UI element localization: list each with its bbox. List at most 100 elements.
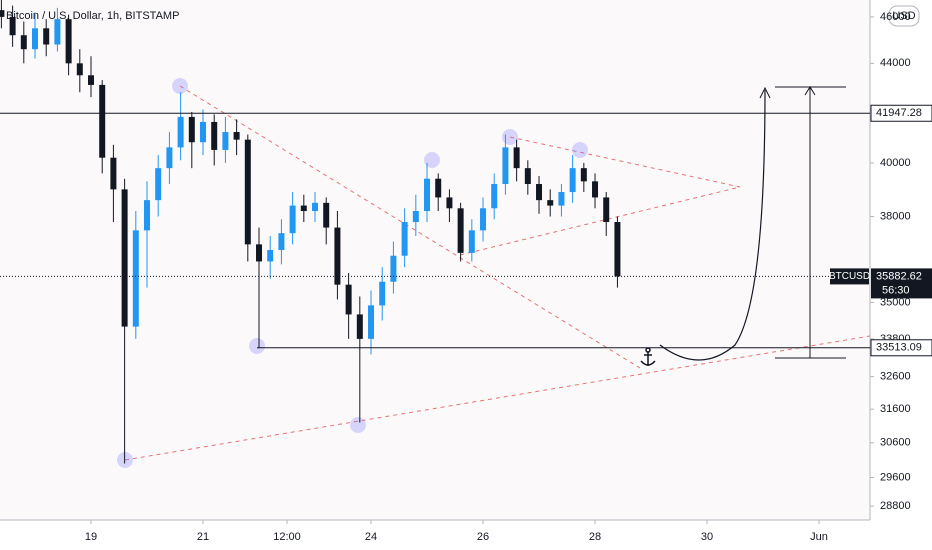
candle-body bbox=[491, 184, 498, 209]
candle-body bbox=[323, 202, 330, 228]
pivot bbox=[249, 338, 265, 354]
candle-body bbox=[188, 116, 195, 143]
level-label: 41947.28 bbox=[876, 107, 922, 119]
last-price-label: 35882.62 bbox=[876, 270, 922, 282]
candle-body bbox=[513, 147, 520, 169]
x-tick-label: 21 bbox=[197, 531, 209, 543]
candle-body bbox=[368, 305, 375, 339]
pivot-markers bbox=[117, 78, 588, 468]
candle-body bbox=[468, 230, 475, 253]
last-price-box bbox=[871, 268, 932, 299]
candle-body bbox=[256, 244, 263, 262]
pivot bbox=[572, 142, 588, 158]
chart-title: Bitcoin / U.S. Dollar, 1h, BITSTAMP bbox=[6, 10, 179, 22]
candle-body bbox=[99, 84, 106, 158]
y-tick-label: 28800 bbox=[880, 500, 911, 512]
x-tick-label: 12:00 bbox=[273, 531, 301, 543]
x-tick-label: 28 bbox=[589, 531, 601, 543]
candle-body bbox=[121, 189, 128, 327]
pivot bbox=[502, 129, 518, 145]
arrow-head bbox=[759, 86, 771, 99]
currency-label[interactable]: USD bbox=[892, 10, 915, 22]
pivot bbox=[172, 78, 188, 94]
candle-body bbox=[233, 132, 240, 140]
candle-body bbox=[502, 147, 509, 185]
candle-body bbox=[9, 16, 16, 36]
x-tick-label: 19 bbox=[85, 531, 97, 543]
candle-body bbox=[155, 168, 162, 201]
candle-body bbox=[312, 202, 319, 212]
candle-body bbox=[592, 181, 599, 198]
symbol-label: BTCUSD bbox=[829, 271, 870, 282]
candle-body bbox=[110, 157, 117, 190]
candle-body bbox=[54, 19, 61, 45]
level-label-box bbox=[870, 339, 932, 357]
candle-body bbox=[76, 63, 83, 76]
y-tick-label: 35000 bbox=[880, 296, 911, 308]
y-tick-label: 44000 bbox=[880, 57, 911, 69]
candle-body bbox=[211, 121, 218, 150]
candle-body bbox=[289, 205, 296, 234]
x-tick-label: Jun bbox=[810, 531, 828, 543]
symbol-box bbox=[830, 268, 869, 285]
candle-body bbox=[244, 139, 251, 245]
y-tick-label: 32600 bbox=[880, 371, 911, 383]
candle-body bbox=[345, 284, 352, 315]
candle-body bbox=[390, 255, 397, 282]
candle-body bbox=[558, 192, 565, 206]
candle-body bbox=[278, 233, 285, 251]
trendline bbox=[179, 85, 641, 369]
candle-body bbox=[144, 200, 151, 231]
y-tick-label: 40000 bbox=[880, 157, 911, 169]
trendline bbox=[459, 186, 741, 256]
candle-body bbox=[536, 184, 543, 201]
candle-body bbox=[88, 75, 95, 85]
candle-body bbox=[177, 116, 184, 148]
plot-area bbox=[0, 0, 870, 520]
candle-body bbox=[457, 208, 464, 253]
pivot bbox=[424, 152, 440, 168]
candle-body bbox=[379, 281, 386, 306]
candle-body bbox=[356, 314, 363, 339]
candle-body bbox=[480, 208, 487, 231]
candle-body bbox=[435, 178, 442, 198]
candle-body bbox=[200, 121, 207, 143]
pivot bbox=[350, 417, 366, 433]
y-tick-label: 29600 bbox=[880, 471, 911, 483]
y-tick-label: 30600 bbox=[880, 437, 911, 449]
candle-body bbox=[43, 28, 50, 45]
y-tick-label: 38000 bbox=[880, 210, 911, 222]
candle-body bbox=[446, 197, 453, 209]
projection-curve bbox=[659, 89, 766, 361]
candle-body bbox=[424, 178, 431, 212]
candle-body bbox=[300, 205, 307, 212]
candle-body bbox=[547, 200, 554, 206]
countdown-label: 56:30 bbox=[882, 284, 910, 296]
x-tick-label: 24 bbox=[365, 531, 377, 543]
level-label: 33513.09 bbox=[876, 342, 922, 354]
candle-body bbox=[20, 35, 27, 50]
y-tick-label: 46000 bbox=[880, 11, 911, 23]
candle-body bbox=[132, 230, 139, 327]
candle-body bbox=[334, 227, 341, 285]
currency-button[interactable] bbox=[888, 5, 920, 27]
x-tick-label: 30 bbox=[701, 531, 713, 543]
level-label-box bbox=[870, 104, 932, 122]
candle-body bbox=[603, 197, 610, 223]
drawings bbox=[117, 78, 871, 468]
candle-body bbox=[32, 28, 39, 50]
y-tick-label: 31600 bbox=[880, 403, 911, 415]
candle-body bbox=[401, 222, 408, 256]
candle-body bbox=[166, 147, 173, 169]
trendline bbox=[124, 335, 871, 461]
candle-body bbox=[267, 250, 274, 262]
candle-body bbox=[614, 222, 621, 277]
arrow-head bbox=[804, 86, 816, 96]
candle-body bbox=[569, 168, 576, 193]
candle-body bbox=[524, 168, 531, 185]
candle-body bbox=[0, 10, 5, 17]
x-tick-label: 26 bbox=[477, 531, 489, 543]
candle-body bbox=[412, 211, 419, 223]
